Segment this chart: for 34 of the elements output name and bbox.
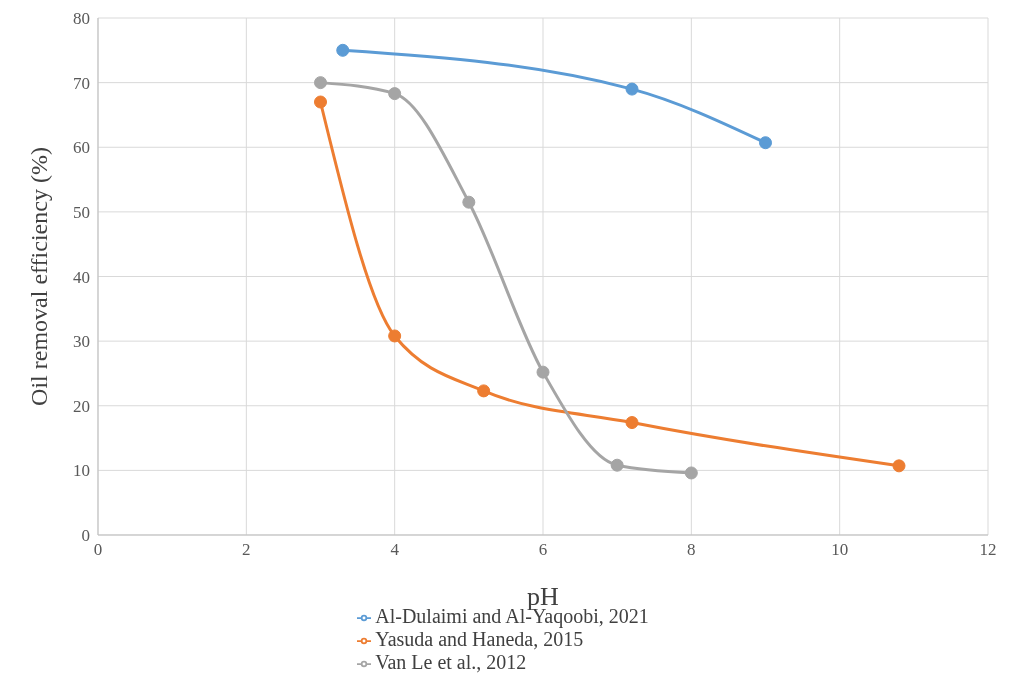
x-tick-label: 6: [538, 540, 548, 560]
point: [610, 458, 624, 472]
y-tick-label: 80: [73, 9, 90, 29]
point: [477, 384, 491, 398]
point: [892, 459, 906, 473]
y-tick-label: 10: [73, 461, 90, 481]
x-tick-label: 4: [390, 540, 400, 560]
point: [388, 87, 402, 101]
point: [462, 195, 476, 209]
point: [684, 466, 698, 480]
y-tick-label: 70: [73, 73, 90, 93]
point: [536, 365, 550, 379]
x-tick-label: 2: [242, 540, 251, 560]
y-tick-label: 0: [81, 526, 90, 546]
y-tick-label: 50: [73, 202, 90, 222]
y-axis-title: Oil removal efficiency (%): [25, 147, 52, 406]
legend-label: Yasuda and Haneda, 2015: [375, 628, 584, 650]
x-axis-title: pH: [527, 582, 560, 611]
x-tick-label: 0: [93, 540, 103, 560]
legend-label: Van Le et al., 2012: [375, 651, 527, 673]
point: [314, 95, 327, 109]
y-tick-label: 30: [73, 332, 90, 352]
x-tick-label: 8: [687, 540, 696, 560]
y-tick-label: 20: [73, 396, 90, 416]
point: [625, 416, 639, 430]
x-tick-label: 12: [979, 540, 997, 560]
point: [625, 82, 639, 96]
x-tick-label: 10: [831, 540, 849, 560]
point: [336, 43, 350, 57]
point: [314, 76, 327, 90]
point: [759, 136, 772, 150]
y-tick-label: 60: [73, 138, 90, 158]
point: [388, 329, 402, 343]
y-tick-label: 40: [73, 267, 90, 287]
